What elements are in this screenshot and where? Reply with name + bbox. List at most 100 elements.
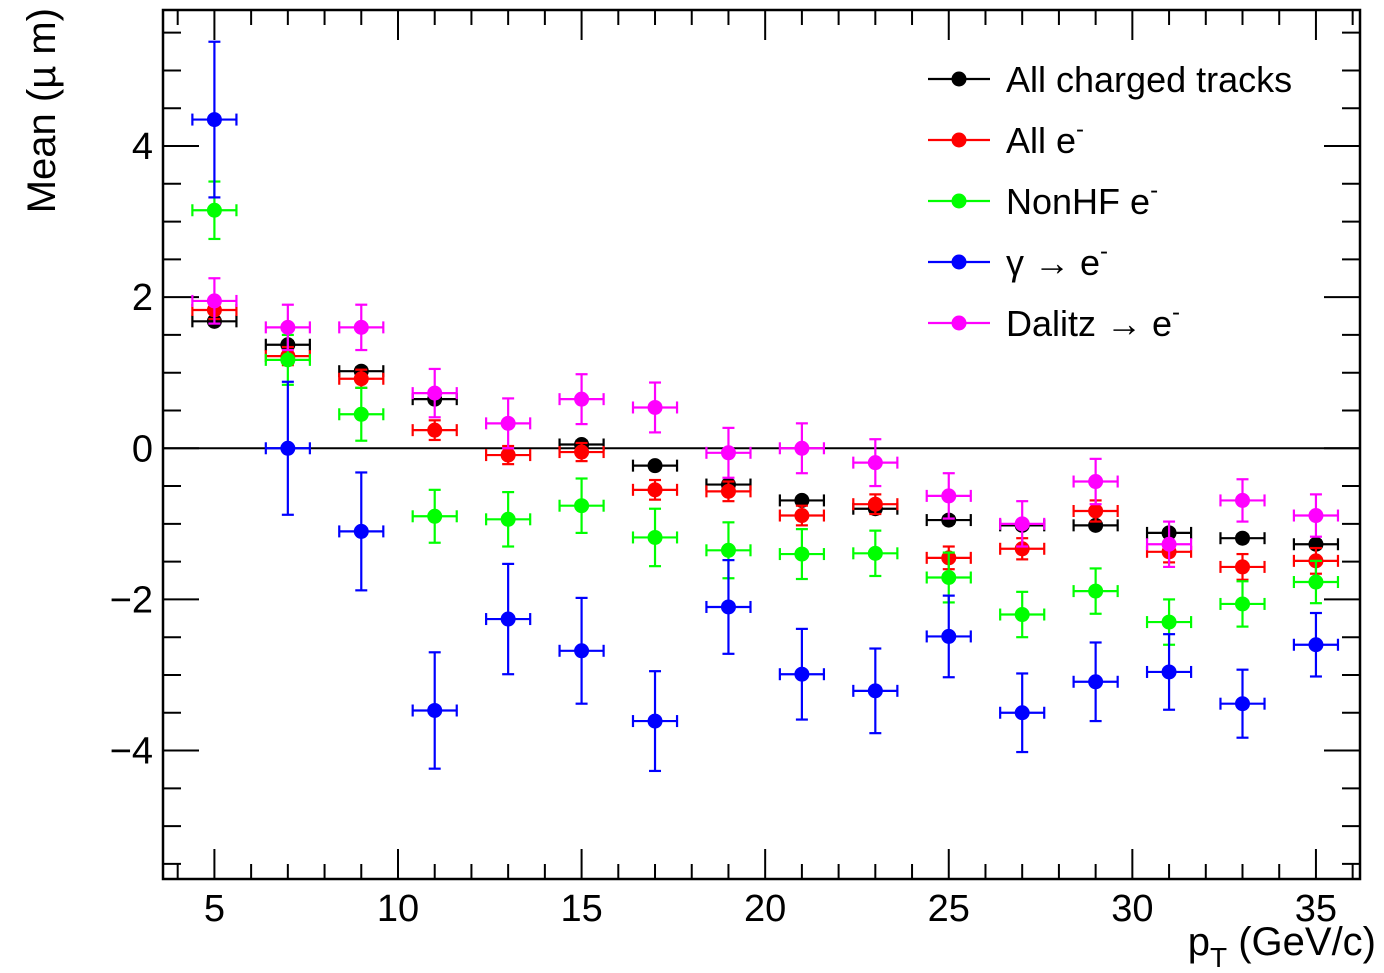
marker — [427, 422, 443, 438]
marker — [1235, 596, 1251, 612]
marker — [427, 508, 443, 524]
data-point — [999, 500, 1046, 548]
marker — [867, 455, 883, 471]
data-point — [338, 386, 385, 442]
legend-entry: NonHF e- — [928, 177, 1158, 222]
marker — [1235, 696, 1251, 712]
data-point — [1219, 552, 1266, 581]
data-point — [999, 672, 1046, 754]
data-point — [778, 504, 826, 527]
legend-marker — [951, 71, 967, 87]
marker — [280, 352, 296, 368]
data-point — [631, 478, 679, 501]
series-2 — [191, 180, 1340, 646]
data-point — [1072, 567, 1119, 615]
marker — [1014, 541, 1030, 557]
data-point — [925, 594, 972, 679]
legend-marker — [951, 315, 967, 331]
data-point — [631, 507, 679, 568]
marker — [1161, 614, 1177, 630]
marker — [1088, 674, 1104, 690]
marker — [941, 488, 957, 504]
series-4 — [191, 277, 1340, 569]
marker — [427, 702, 443, 718]
data-point — [191, 277, 238, 325]
data-point — [1145, 633, 1193, 711]
marker — [1014, 516, 1030, 532]
marker — [353, 523, 369, 539]
marker — [1161, 536, 1177, 552]
data-point — [1145, 520, 1193, 569]
data-point — [411, 488, 458, 544]
data-point — [631, 670, 679, 773]
series-1 — [191, 299, 1340, 581]
data-point — [411, 419, 458, 442]
data-point — [485, 491, 532, 548]
marker — [941, 512, 957, 528]
x-axis-title-unit: (GeV/c) — [1227, 920, 1376, 964]
marker — [353, 319, 369, 335]
marker — [794, 440, 810, 456]
marker — [794, 492, 810, 508]
axis-ticks — [163, 10, 1360, 879]
marker — [574, 643, 590, 659]
marker — [206, 293, 222, 309]
data-point — [705, 559, 752, 655]
marker — [647, 482, 663, 498]
marker — [720, 483, 736, 499]
data-point — [1292, 611, 1340, 678]
data-point — [631, 458, 679, 474]
legend-entry: All e- — [928, 116, 1084, 161]
legend-entry: All charged tracks — [928, 59, 1292, 100]
data-point — [778, 422, 826, 475]
marker — [720, 445, 736, 461]
data-point — [1292, 493, 1340, 538]
marker — [1235, 530, 1251, 546]
marker — [1014, 607, 1030, 623]
marker — [1308, 508, 1324, 524]
data-point — [852, 438, 899, 488]
series-3 — [191, 40, 1340, 773]
data-point — [1072, 457, 1119, 506]
x-tick-label: 35 — [1295, 888, 1337, 930]
legend-entry: Dalitz → e- — [928, 299, 1180, 344]
legend-marker — [951, 193, 967, 209]
marker — [574, 391, 590, 407]
data-point — [558, 477, 605, 535]
marker — [500, 511, 516, 527]
marker — [941, 628, 957, 644]
marker — [206, 202, 222, 218]
data-point — [999, 590, 1046, 639]
marker — [1014, 705, 1030, 721]
data-point — [705, 480, 752, 503]
data-point — [705, 426, 752, 479]
marker — [1161, 664, 1177, 680]
data-point — [1219, 580, 1266, 628]
data-point — [1072, 499, 1119, 523]
x-axis-title-main: p — [1188, 920, 1210, 964]
data-point — [485, 397, 532, 450]
data-point — [925, 551, 972, 604]
marker — [647, 529, 663, 545]
data-point — [778, 627, 826, 721]
marker — [647, 458, 663, 474]
data-point — [485, 562, 532, 676]
legend-label: All e- — [1006, 116, 1084, 161]
marker — [867, 496, 883, 512]
legend-label: γ → e- — [1006, 238, 1108, 283]
data-point — [558, 441, 605, 463]
marker — [1308, 637, 1324, 653]
legend-label: NonHF e- — [1006, 177, 1158, 222]
marker — [720, 599, 736, 615]
marker — [1235, 492, 1251, 508]
data-point — [485, 444, 532, 466]
y-tick-label: 0 — [132, 428, 153, 470]
marker — [794, 666, 810, 682]
legend-marker — [951, 132, 967, 148]
data-point — [778, 492, 826, 508]
legend-label: Dalitz → e- — [1006, 299, 1180, 344]
data-series — [191, 40, 1340, 773]
y-tick-label: 4 — [132, 126, 153, 168]
marker — [427, 385, 443, 401]
